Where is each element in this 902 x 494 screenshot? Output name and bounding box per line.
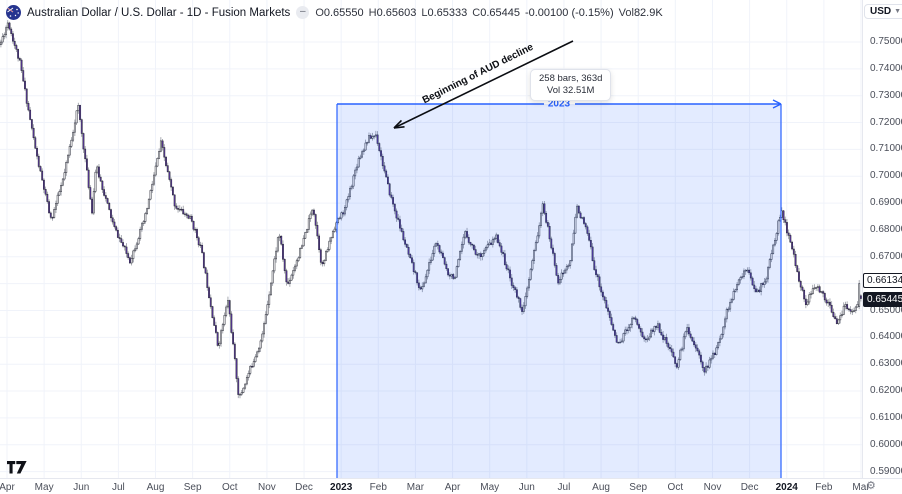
date-range-label[interactable]: 2023 <box>547 98 571 110</box>
time-axis-month-label: Mar <box>852 482 870 493</box>
price-scale-settings-gear-icon[interactable]: ⚙ <box>866 480 876 492</box>
time-axis-month-label: Sep <box>183 482 202 493</box>
symbol-legend: Australian Dollar / U.S. Dollar - 1D - F… <box>6 5 663 20</box>
high-label: H <box>368 6 377 19</box>
volume-label: Vol <box>618 6 634 19</box>
symbol-title[interactable]: Australian Dollar / U.S. Dollar - 1D - F… <box>27 6 291 19</box>
time-axis-month-label: Jul <box>557 482 571 493</box>
time-axis-year-label: 2023 <box>330 482 353 493</box>
chevron-down-icon: ▼ <box>894 8 902 15</box>
high-value: 0.65603 <box>376 6 417 19</box>
price-axis-currency-dropdown[interactable]: USD ▼ <box>864 4 902 19</box>
time-axis-month-label: Mar <box>406 482 425 493</box>
time-axis-month-label: Aug <box>592 482 610 493</box>
open-value: 0.65550 <box>323 6 364 19</box>
time-axis-month-label: Jul <box>111 482 125 493</box>
range-volume: Vol 32.51M <box>546 85 595 96</box>
last-price-tag: 0.65445 <box>863 292 902 307</box>
close-value: 0.65445 <box>480 6 520 19</box>
time-axis-month-label: Jun <box>518 482 535 493</box>
low-label: L <box>421 6 428 19</box>
time-axis[interactable]: Apr May Jun Jul Aug Sep Oct Nov Dec 2023 Feb Mar Apr… <box>0 478 902 494</box>
time-axis-year-label: 2024 <box>775 482 798 493</box>
time-axis-month-label: Aug <box>146 482 165 493</box>
range-measure-tooltip: 258 bars, 363d Vol 32.51M <box>530 69 612 101</box>
ohlc-readout: O0.65550 H0.65603 L0.65333 C0.65445 -0.0… <box>315 7 662 19</box>
currency-label: USD <box>870 6 892 17</box>
time-axis-month-label: Jun <box>73 482 90 493</box>
time-axis-month-label: Nov <box>258 482 276 493</box>
time-axis-month-label: Feb <box>369 482 387 493</box>
time-axis-month-label: Dec <box>740 482 759 493</box>
open-label: O <box>315 6 324 19</box>
tradingview-logo[interactable] <box>7 461 27 474</box>
time-axis-month-label: May <box>480 482 500 493</box>
range-bars-days: 258 bars, 363d <box>539 73 603 84</box>
time-axis-month-label: Nov <box>703 482 722 493</box>
close-label: C <box>472 6 481 19</box>
price-mark-tag: 0.66134 <box>863 273 902 288</box>
price-axis-label: 0.59000 <box>870 465 902 477</box>
volume-value: 82.9K <box>633 6 663 19</box>
australian-flag-icon <box>6 5 21 20</box>
time-axis-month-label: Oct <box>667 482 684 493</box>
time-axis-month-label: Apr <box>0 482 15 493</box>
time-axis-month-label: May <box>34 482 54 493</box>
time-axis-month-label: Sep <box>629 482 648 493</box>
time-axis-month-label: Apr <box>444 482 461 493</box>
legend-collapse-button[interactable]: – <box>296 6 310 19</box>
time-axis-month-label: Feb <box>815 482 833 493</box>
low-value: 0.65333 <box>427 6 468 19</box>
time-axis-month-label: Dec <box>295 482 313 493</box>
time-axis-month-label: Oct <box>221 482 238 493</box>
change-value: -0.00100 (-0.15%) <box>524 6 614 19</box>
